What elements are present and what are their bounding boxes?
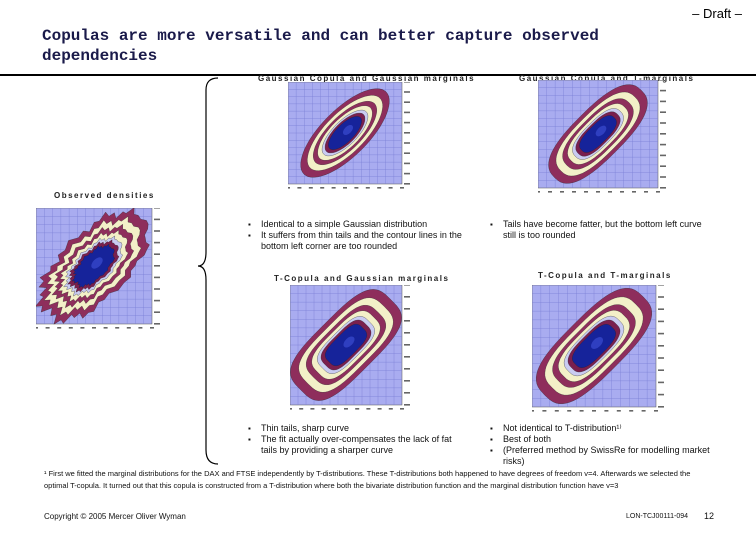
- copyright: Copyright © 2005 Mercer Oliver Wyman: [44, 512, 186, 521]
- page-number: 12: [704, 511, 715, 521]
- plot-t-copula-t-marginals: [532, 285, 664, 412]
- plot-gaussian-copula-t-marginals: [538, 80, 666, 193]
- density-peak: [342, 124, 354, 136]
- grouping-brace: [198, 77, 219, 465]
- bullets-gauss-gauss: Identical to a simple Gaussian distribut…: [248, 219, 472, 252]
- plot-title-observed: Observed densities: [54, 191, 155, 200]
- bullets-gauss-t: Tails have become fatter, but the bottom…: [490, 219, 712, 241]
- axis-ticks: [290, 285, 410, 410]
- axis-ticks: [538, 80, 666, 193]
- plot-title-t-gauss: T-Copula and Gaussian marginals: [274, 274, 450, 283]
- axis-ticks: [36, 208, 160, 329]
- slide-title: Copulas are more versatile and can bette…: [42, 27, 599, 65]
- plot-title-t-t: T-Copula and T-marginals: [538, 271, 672, 280]
- bullet-item: Thin tails, sharp curve: [248, 423, 470, 434]
- plot-title-gauss-t: Gaussian Copula and T-marginals: [519, 74, 695, 83]
- density-peak: [343, 336, 355, 348]
- footnote: ¹ First we fitted the marginal distribut…: [44, 469, 691, 490]
- plot-title-gauss-gauss: Gaussian Copula and Gaussian marginals: [258, 74, 476, 83]
- bullet-item: Tails have become fatter, but the bottom…: [490, 219, 712, 241]
- bullets-t-gauss: Thin tails, sharp curve The fit actually…: [248, 423, 470, 456]
- title-rule: [0, 74, 756, 76]
- axis-ticks: [532, 285, 664, 412]
- axis-ticks: [288, 82, 410, 189]
- bullet-item: Best of both: [490, 434, 714, 445]
- bullet-item: (Preferred method by SwissRe for modelli…: [490, 445, 714, 467]
- bullet-item: The fit actually over-compensates the la…: [248, 434, 470, 456]
- plot-observed-densities: [36, 208, 160, 329]
- bullet-item: Identical to a simple Gaussian distribut…: [248, 219, 472, 230]
- density-peak: [595, 125, 607, 137]
- plot-gaussian-copula-gaussian-marginals: [288, 82, 410, 189]
- plot-t-copula-gaussian-marginals: [290, 285, 410, 410]
- density-peak: [91, 257, 103, 269]
- draft-label: – Draft –: [692, 6, 742, 21]
- bullets-t-t: Not identical to T-distribution¹⁾ Best o…: [490, 423, 714, 467]
- bullet-item: It suffers from thin tails and the conto…: [248, 230, 472, 252]
- bullet-item: Not identical to T-distribution¹⁾: [490, 423, 714, 434]
- density-peak: [591, 337, 603, 349]
- document-id: LON-TCJ00111-094: [626, 513, 688, 520]
